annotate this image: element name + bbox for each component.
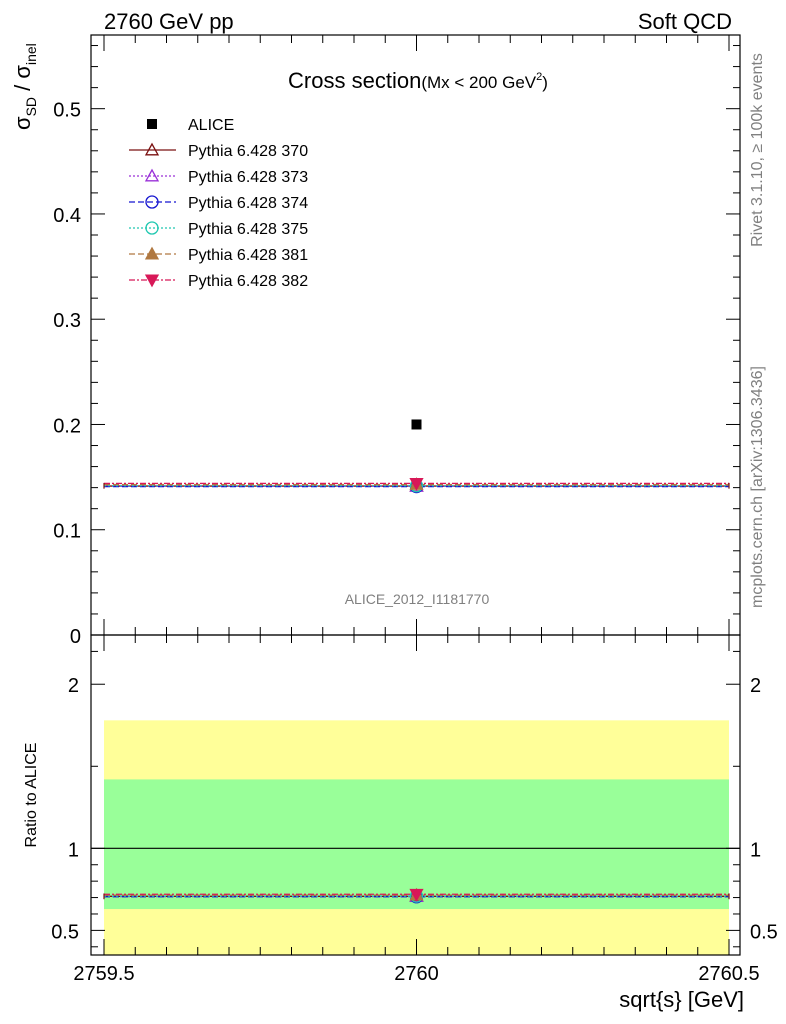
chart-title: Cross section(Mx < 200 GeV2) xyxy=(288,68,548,93)
mcplots-label: mcplots.cern.ch [arXiv:1306.3436] xyxy=(749,366,766,608)
chart-title-sub: (Mx < 200 GeV xyxy=(421,73,536,92)
legend-item-4: Pythia 6.428 375 xyxy=(129,221,308,238)
ratio-band-green xyxy=(104,779,729,910)
ratio-axis-ticks: 2759.5 2760 2760.5 0.5 0.5 1 1 2 2 xyxy=(51,635,778,985)
legend-marker-5 xyxy=(144,246,160,260)
main-ytick-label-0: 0 xyxy=(70,626,81,648)
xtick-label-0: 2759.5 xyxy=(73,963,134,985)
legend-item-2: Pythia 6.428 373 xyxy=(129,168,308,186)
legend-marker-4 xyxy=(145,221,159,235)
main-y-axis-label: σSD / σinel xyxy=(10,43,39,130)
legend-item-3: Pythia 6.428 374 xyxy=(129,195,308,212)
alice-data-point xyxy=(411,419,422,430)
legend-label-4: Pythia 6.428 375 xyxy=(188,221,308,238)
legend-label-6: Pythia 6.428 382 xyxy=(188,273,308,290)
ratio-series-marker-5 xyxy=(409,888,424,902)
main-ytick-label-3: 0.3 xyxy=(53,310,81,332)
legend-item-5: Pythia 6.428 381 xyxy=(129,246,308,264)
legend-marker-6 xyxy=(144,274,160,288)
ylabel-sub1: SD xyxy=(23,97,39,116)
chart-title-end: ) xyxy=(542,73,548,92)
legend-item-6: Pythia 6.428 382 xyxy=(129,273,308,290)
ratio-ytick-label-right-2: 2 xyxy=(750,675,761,697)
legend-label-0: ALICE xyxy=(188,117,234,134)
xtick-label-1: 2760 xyxy=(394,963,439,985)
legend-marker-2 xyxy=(144,168,160,182)
legend: ALICE Pythia 6.428 370 Pythia 6.428 373 Pyt… xyxy=(129,117,308,290)
chart-title-sup: 2 xyxy=(536,71,542,83)
legend-marker-1 xyxy=(144,142,160,156)
ratio-ytick-label-left-0: 0.5 xyxy=(51,921,79,943)
ylabel-sub2: inel xyxy=(23,43,39,65)
xtick-label-2: 2760.5 xyxy=(698,963,759,985)
legend-label-3: Pythia 6.428 374 xyxy=(188,195,308,212)
ylabel-mid: / σ xyxy=(10,65,35,97)
ratio-bands xyxy=(91,720,740,955)
main-ytick-label-2: 0.2 xyxy=(53,415,81,437)
ratio-series-lines xyxy=(103,887,730,904)
header-left: 2760 GeV pp xyxy=(104,9,234,34)
ylabel-sigma: σ xyxy=(10,116,35,130)
main-axis-ticks: 0 0.1 0.2 0.3 0.4 0.5 xyxy=(53,35,740,648)
legend-label-2: Pythia 6.428 373 xyxy=(188,169,308,186)
ratio-ytick-label-left-1: 1 xyxy=(68,839,79,861)
ratio-ytick-label-right-0: 0.5 xyxy=(750,921,778,943)
header-right: Soft QCD xyxy=(638,9,732,34)
legend-item-0: ALICE xyxy=(147,117,234,134)
main-series-marker-5 xyxy=(409,477,424,491)
x-axis-label: sqrt{s} [GeV] xyxy=(619,987,744,1012)
chart-title-main: Cross section xyxy=(288,68,421,93)
main-markers xyxy=(409,419,424,494)
main-ytick-label-5: 0.5 xyxy=(53,100,81,122)
main-ytick-label-1: 0.1 xyxy=(53,521,81,543)
legend-item-1: Pythia 6.428 370 xyxy=(129,142,308,160)
ratio-frame xyxy=(90,634,741,956)
ratio-ytick-label-right-1: 1 xyxy=(750,839,761,861)
analysis-watermark: ALICE_2012_I1181770 xyxy=(345,591,490,607)
legend-label-1: Pythia 6.428 370 xyxy=(188,143,308,160)
legend-marker-0 xyxy=(147,119,157,129)
rivet-label: Rivet 3.1.10, ≥ 100k events xyxy=(749,53,766,247)
ratio-ytick-label-left-2: 2 xyxy=(68,675,79,697)
main-ytick-label-4: 0.4 xyxy=(53,205,81,227)
ratio-y-axis-label: Ratio to ALICE xyxy=(23,743,40,848)
legend-marker-3 xyxy=(145,195,159,209)
legend-label-5: Pythia 6.428 381 xyxy=(188,247,308,264)
